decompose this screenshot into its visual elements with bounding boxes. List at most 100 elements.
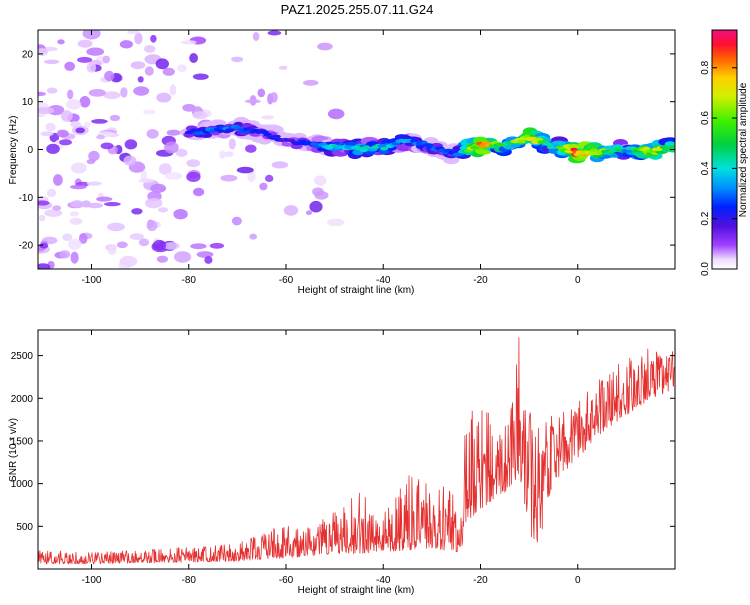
spectrogram-noise-cell xyxy=(53,174,63,186)
spectrogram-noise-cell xyxy=(177,64,187,73)
spectrogram-noise-cell xyxy=(146,220,158,232)
spectrogram-noise-cell xyxy=(283,205,299,216)
spectrogram-noise-cell xyxy=(143,45,156,53)
spectrogram-noise-cell xyxy=(305,210,313,216)
spectrogram-noise-cell xyxy=(38,107,55,114)
spectrogram-noise-cell xyxy=(196,251,214,258)
spectrogram-noise-cell xyxy=(70,121,82,128)
spectrogram-noise-cell xyxy=(109,114,121,122)
colorbar-ticks: 0.0 0.2 0.4 0.6 0.8 xyxy=(700,60,737,276)
spectrogram-noise-cell xyxy=(152,239,167,251)
snr-xtick-label: -20 xyxy=(473,575,488,586)
spectrogram-noise-cell xyxy=(209,242,225,249)
spectrogram-noise-cell xyxy=(100,142,114,150)
spectrogram-field xyxy=(38,30,345,269)
spectrogram-noise-cell xyxy=(84,121,91,128)
spectrogram-ridge-cell xyxy=(470,145,480,150)
spectrogram-noise-cell xyxy=(77,39,93,48)
spectrogram-noise-cell xyxy=(133,86,150,96)
spectrogram-ridge-cell xyxy=(516,139,526,144)
snr-plot: -100 -80 -60 -40 -20 0 500 1000 1500 2000 2500 Hei… xyxy=(8,329,676,596)
spectrogram-noise-cell xyxy=(252,32,260,41)
spectrogram-noise-cell xyxy=(138,178,154,184)
spectrogram-xtick-label: -40 xyxy=(376,275,391,286)
spectrogram-ytick-label: -10 xyxy=(19,193,34,204)
spectrogram-noise-cell xyxy=(70,184,87,190)
spectrogram-noise-cell xyxy=(244,99,261,104)
spectrogram-noise-cell xyxy=(116,241,128,249)
spectrogram-noise-cell xyxy=(64,61,76,71)
spectrogram-plot: -100 -80 -60 -40 -20 0 20 10 0 -10 -20 Height of s… xyxy=(8,29,676,296)
spectrogram-noise-cell xyxy=(39,242,49,249)
spectrogram-ridge-cell xyxy=(380,146,389,151)
colorbar-tick-label: 0.8 xyxy=(700,60,711,74)
spectrogram-noise-cell xyxy=(38,200,50,206)
spectrogram-noise-cell xyxy=(186,159,201,168)
spectrogram-xtick-label: -60 xyxy=(279,275,294,286)
spectrogram-ridge-cell xyxy=(359,148,368,153)
spectrogram-noise-cell xyxy=(166,129,181,136)
spectrogram-ytick-label: -20 xyxy=(19,241,34,252)
spectrogram-noise-cell xyxy=(88,150,100,162)
spectrogram-ridge-cell xyxy=(422,143,434,147)
snr-ytick-label: 2000 xyxy=(11,394,34,405)
spectrogram-noise-cell xyxy=(38,91,46,97)
colorbar-gradient xyxy=(711,29,738,270)
snr-series xyxy=(38,337,675,565)
spectrogram-noise-cell xyxy=(104,202,121,207)
spectrogram-noise-cell xyxy=(174,251,192,263)
spectrogram-noise-cell xyxy=(104,70,115,82)
spectrogram-noise-cell xyxy=(162,67,175,76)
spectrogram-noise-cell xyxy=(138,238,150,247)
snr-ylabel: SNR (10 * v/v) xyxy=(8,418,19,482)
spectrogram-noise-cell xyxy=(70,251,79,264)
spectrogram-noise-cell xyxy=(169,84,177,96)
spectrogram-noise-cell xyxy=(175,148,188,157)
spectrogram-noise-cell xyxy=(79,96,91,108)
spectrogram-noise-cell xyxy=(126,30,140,35)
spectrogram-ytick-label: 10 xyxy=(22,97,34,108)
spectrogram-noise-cell xyxy=(86,47,105,56)
spectrogram-noise-cell xyxy=(278,65,288,70)
snr-ytick-label: 2500 xyxy=(11,351,34,362)
spectrogram-noise-cell xyxy=(302,79,319,86)
spectrogram-noise-cell xyxy=(56,129,69,138)
spectrogram-noise-cell xyxy=(86,62,97,73)
spectrogram-noise-cell xyxy=(123,155,137,166)
spectrogram-noise-cell xyxy=(261,115,275,120)
spectrogram-noise-cell xyxy=(155,58,169,70)
spectrogram-ytick-label: 20 xyxy=(22,49,34,60)
spectrogram-noise-cell xyxy=(190,243,207,250)
spectrogram-noise-cell xyxy=(134,32,143,45)
spectrogram-noise-cell xyxy=(131,208,143,215)
spectrogram-ridge-cell xyxy=(543,142,553,147)
spectrogram-noise-cell xyxy=(120,87,128,98)
spectrogram-noise-cell xyxy=(46,188,57,198)
spectrogram-noise-cell xyxy=(231,216,242,226)
spectrogram-noise-cell xyxy=(78,233,88,244)
spectrogram-noise-cell xyxy=(142,109,156,115)
spectrogram-ytick-label: 0 xyxy=(27,145,33,156)
spectrogram-noise-cell xyxy=(164,172,183,180)
spectrogram-noise-cell xyxy=(204,256,213,264)
snr-ytick-label: 500 xyxy=(16,522,33,533)
spectrogram-noise-cell xyxy=(43,59,60,64)
spectrogram-noise-cell xyxy=(86,159,96,165)
spectrogram-noise-cell xyxy=(164,141,179,154)
spectrogram-noise-cell xyxy=(192,73,209,80)
colorbar-tick-label: 0.6 xyxy=(700,111,711,125)
spectrogram-ridge-cell xyxy=(548,147,559,154)
spectrogram-noise-cell xyxy=(245,144,257,153)
spectrogram-noise-cell xyxy=(38,263,51,269)
spectrogram-noise-cell xyxy=(40,131,54,137)
spectrogram-noise-cell xyxy=(180,40,197,45)
spectrogram-noise-cell xyxy=(309,200,323,213)
spectrogram-noise-cell xyxy=(317,42,333,51)
spectrogram-noise-cell xyxy=(257,88,266,98)
spectrogram-noise-cell xyxy=(162,242,180,250)
spectrogram-noise-cell xyxy=(220,174,238,182)
spectrogram-noise-cell xyxy=(119,40,133,49)
spectrogram-noise-cell xyxy=(77,56,93,63)
colorbar-tick-label: 0.2 xyxy=(700,211,711,225)
